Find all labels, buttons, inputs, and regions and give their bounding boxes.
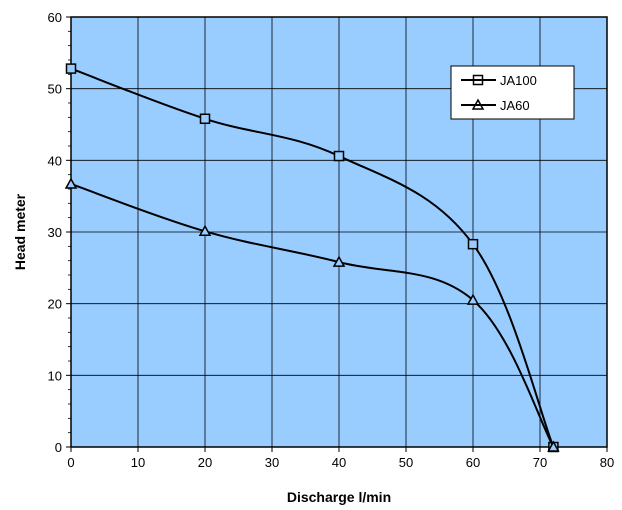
data-point-ja60 <box>64 177 78 189</box>
data-point-ja60 <box>547 440 560 452</box>
y-tick-label: 50 <box>48 82 62 97</box>
x-tick-label: 80 <box>600 455 614 470</box>
data-point-ja60 <box>198 224 212 237</box>
data-point-ja100 <box>467 238 479 250</box>
series-layer <box>64 63 560 453</box>
y-tick-label: 30 <box>48 225 62 240</box>
legend-label-ja100: JA100 <box>500 73 537 88</box>
x-tick-label: 10 <box>131 455 145 470</box>
series-line-ja60 <box>70 183 555 448</box>
y-tick-label: 10 <box>48 368 62 383</box>
legend-marker-ja60 <box>471 98 485 110</box>
y-tick-label: 60 <box>48 10 62 25</box>
grid-lines <box>71 17 607 447</box>
x-axis-title: Discharge l/min <box>287 489 391 505</box>
legend-box <box>450 65 575 120</box>
legend-marker-ja100 <box>472 74 484 86</box>
legend-label-ja60: JA60 <box>500 98 530 113</box>
y-tick-label: 0 <box>55 440 62 455</box>
y-axis-ticks: 0 10 20 30 40 50 60 <box>48 10 71 455</box>
legend: JA100 JA60 <box>450 65 575 120</box>
data-point-ja60 <box>332 255 346 267</box>
data-point-ja60 <box>466 293 480 305</box>
data-point-ja100 <box>65 63 77 74</box>
y-axis-title: Head meter <box>12 193 28 270</box>
data-point-ja100 <box>199 113 211 125</box>
x-axis-ticks: 0 10 20 30 40 50 60 70 80 <box>67 447 614 470</box>
data-point-ja100 <box>333 150 345 162</box>
x-tick-label: 70 <box>533 455 547 470</box>
x-tick-label: 40 <box>332 455 346 470</box>
series-line-ja100 <box>70 67 555 448</box>
x-tick-label: 20 <box>198 455 212 470</box>
x-tick-label: 60 <box>466 455 480 470</box>
x-tick-label: 30 <box>265 455 279 470</box>
x-tick-label: 0 <box>67 455 74 470</box>
y-tick-label: 40 <box>48 153 62 168</box>
y-tick-label: 20 <box>48 297 62 312</box>
x-tick-label: 50 <box>399 455 413 470</box>
